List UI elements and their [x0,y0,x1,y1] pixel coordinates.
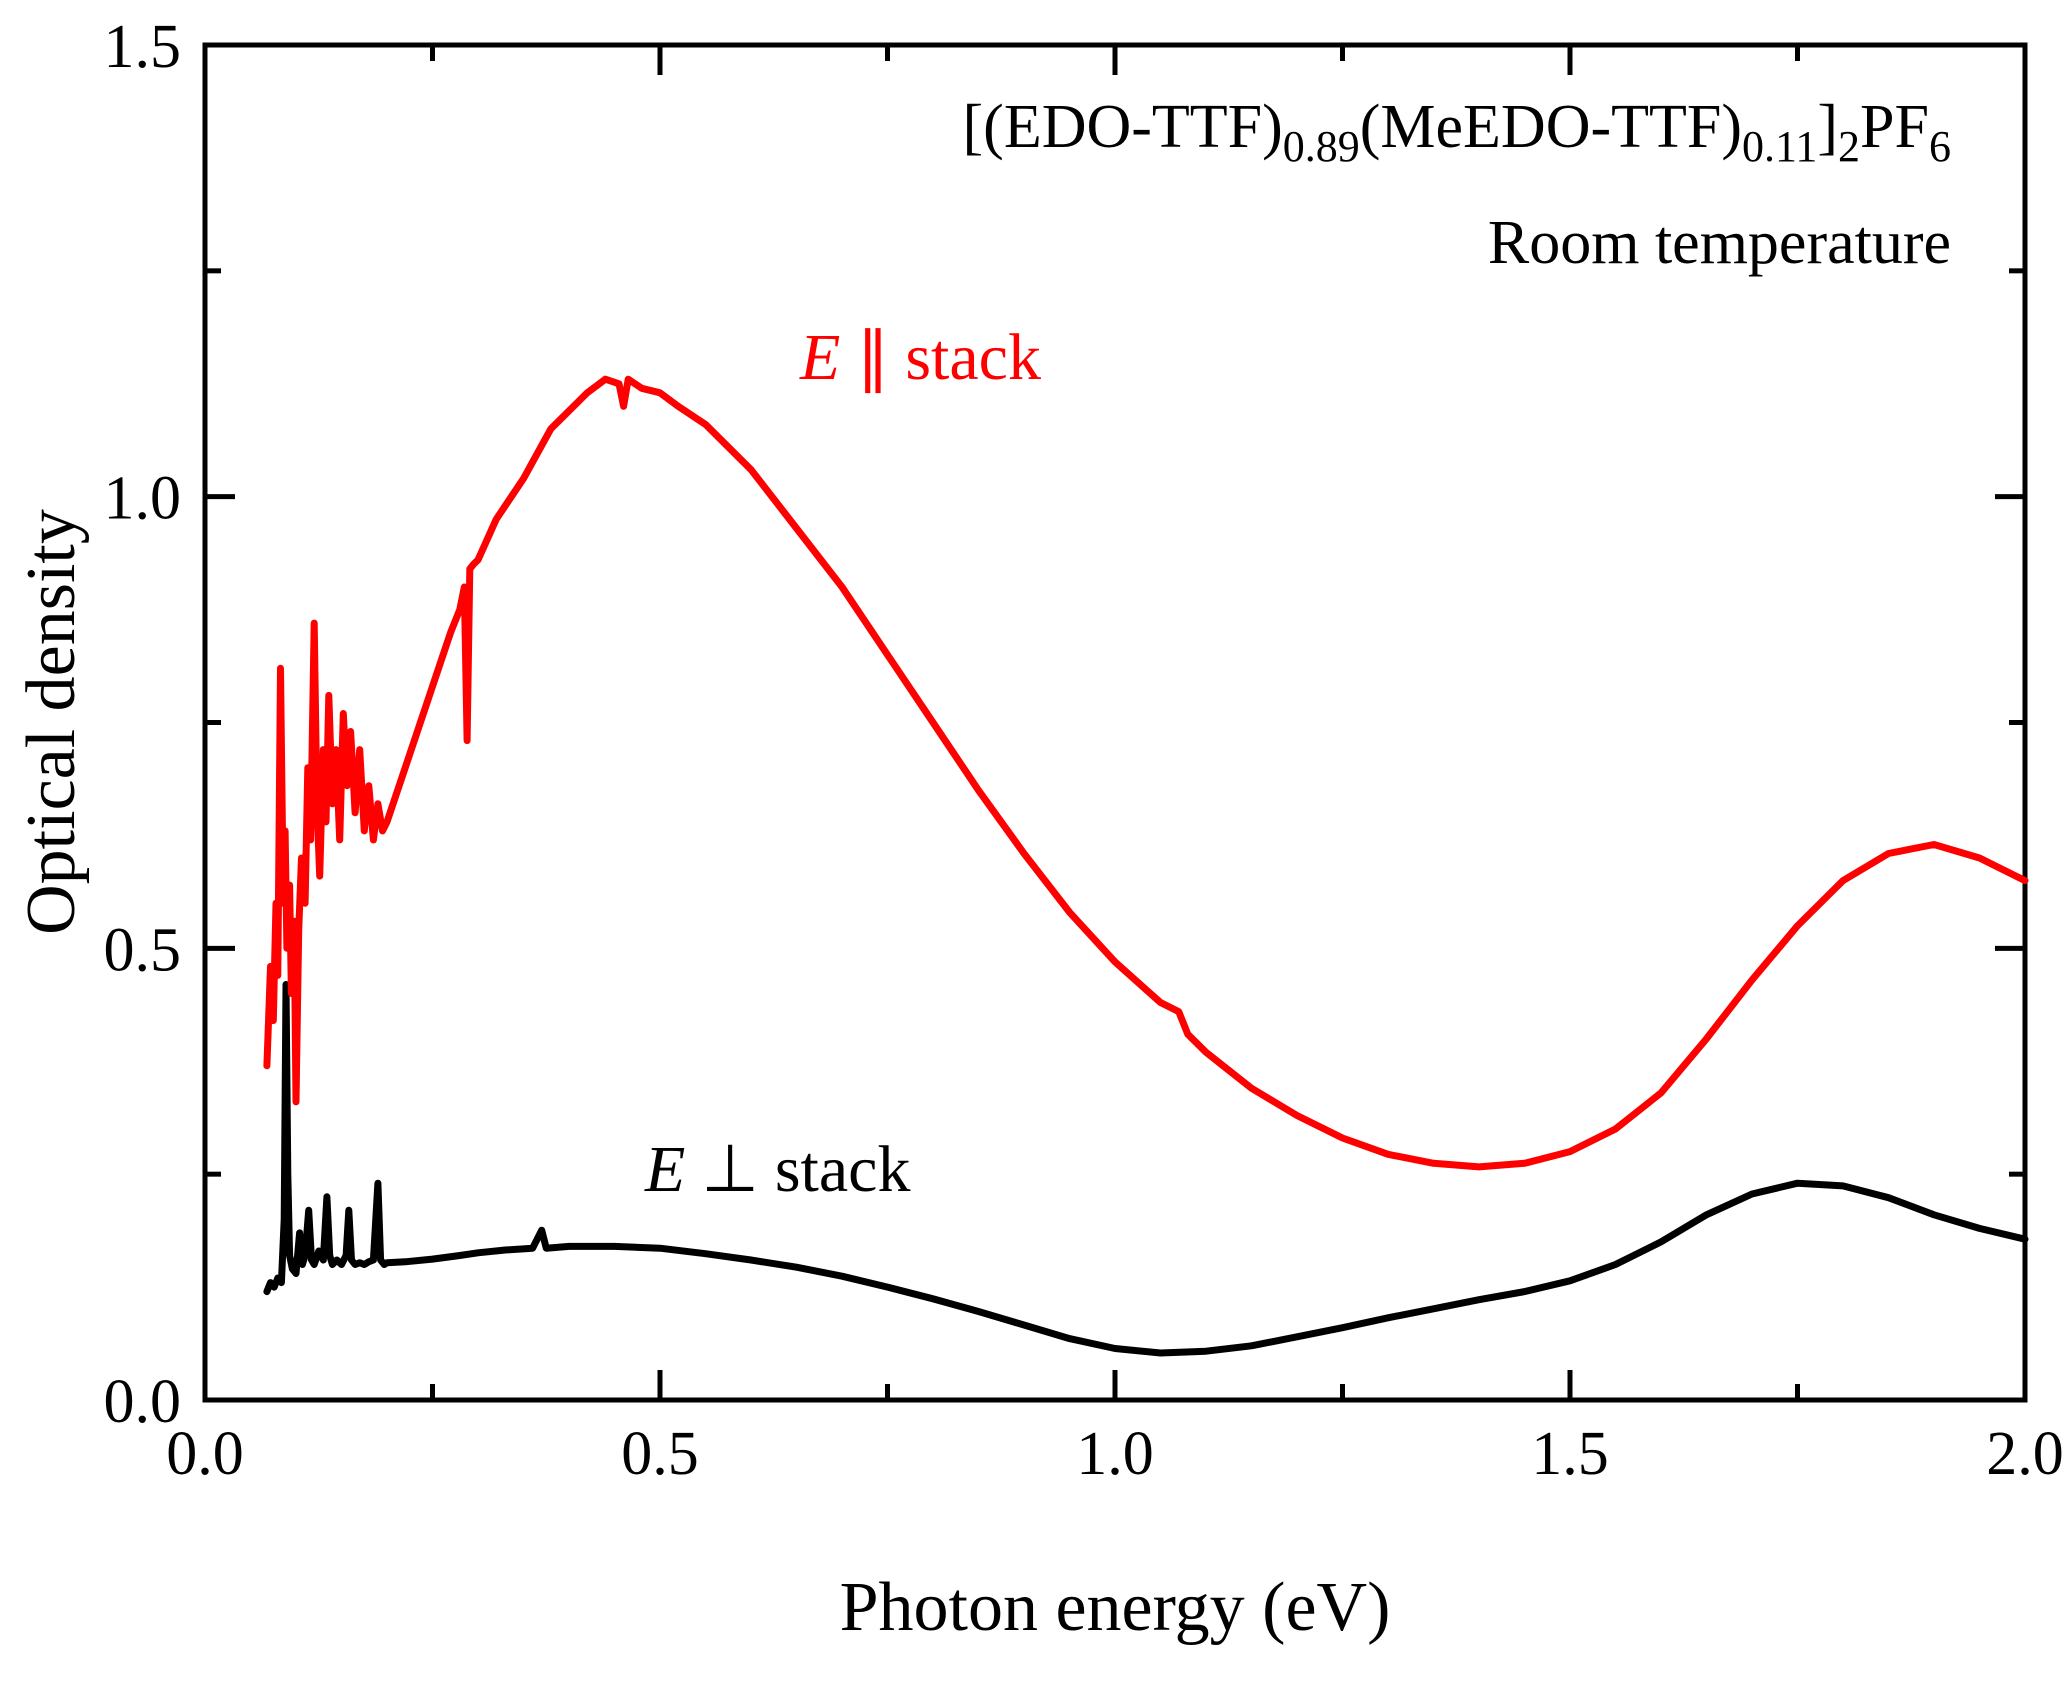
y-axis-label: Optical density [13,509,90,935]
legend-parallel-label: stack [905,321,1041,394]
formula-part: ] [1817,93,1839,161]
y-tick-label: 1.5 [104,13,182,81]
chart-subtitle: Room temperature [1487,209,1951,277]
legend-perpendicular: E ⊥ stack [645,1130,910,1208]
chart-title-formula: [(EDO-TTF)0.89(MeEDO-TTF)0.11]2PF6 [963,92,1951,172]
curve-perpendicular [263,981,2029,1357]
parallel-icon: ∥ [856,321,890,394]
formula-subscript: 0.11 [1742,122,1818,171]
formula-subscript: 2 [1838,122,1861,171]
legend-parallel-symbol: E [800,321,841,394]
x-tick-label: 2.0 [1986,1420,2064,1488]
y-tick-label: 1.0 [104,465,182,533]
x-tick-label: 1.5 [1531,1420,1609,1488]
formula-subscript: 6 [1929,122,1951,171]
y-tick-label: 0.0 [104,1368,182,1436]
legend-perpendicular-label: stack [774,1133,911,1206]
formula-part: (MeEDO-TTF) [1359,93,1742,161]
legend-perpendicular-symbol: E [645,1133,686,1206]
legend-parallel: E ∥ stack [800,318,1041,396]
y-tick-label: 0.5 [104,916,182,984]
formula-part: [(EDO-TTF) [962,93,1283,161]
perpendicular-icon: ⊥ [701,1133,759,1206]
x-tick-label: 1.0 [1076,1420,1154,1488]
x-tick-label: 0.0 [166,1420,244,1488]
x-tick-label: 0.5 [621,1420,699,1488]
formula-part: PF [1860,93,1929,161]
formula-subscript: 0.89 [1282,122,1360,171]
x-axis-label: Photon energy (eV) [839,1569,1391,1646]
curve-parallel [263,375,2029,1171]
